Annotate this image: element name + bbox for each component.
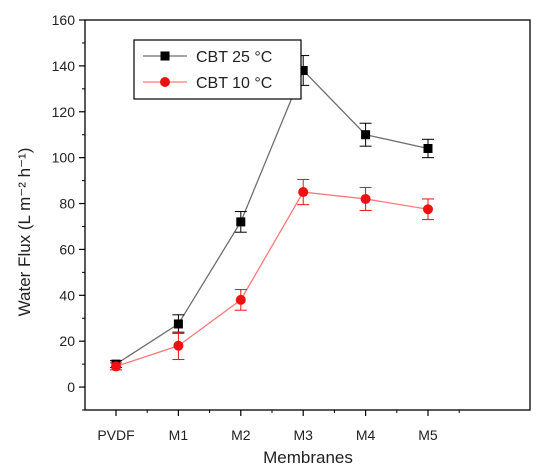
x-tick-label: M2 xyxy=(231,427,251,443)
legend: CBT 25 °C CBT 10 °C xyxy=(133,39,302,100)
y-tick-label: 160 xyxy=(52,12,76,28)
y-axis: 0 20 40 60 80 100 120 140 160 xyxy=(52,12,85,411)
y-tick-label: 100 xyxy=(52,150,76,166)
data-point xyxy=(298,65,308,75)
data-point xyxy=(235,294,246,305)
series-1 xyxy=(110,55,434,369)
data-point xyxy=(423,204,433,215)
series-line xyxy=(115,191,429,368)
y-tick-label: 60 xyxy=(59,241,75,257)
legend-marker xyxy=(160,51,170,61)
plot-frame xyxy=(84,19,531,411)
plot-border xyxy=(84,19,531,411)
y-tick-label: 20 xyxy=(59,333,75,349)
y-tick-label: 140 xyxy=(52,58,76,74)
x-tick-label: M1 xyxy=(169,427,189,443)
legend-label: CBT 10 °C xyxy=(196,75,272,92)
legend-marker xyxy=(160,77,170,87)
x-axis: PVDF M1 M2 M3 M4 M5 xyxy=(97,410,460,443)
data-point xyxy=(298,187,309,198)
y-tick-label: 120 xyxy=(52,104,76,120)
x-tick-label: M3 xyxy=(293,427,313,443)
y-axis-title: Water Flux (L m⁻² h⁻¹) xyxy=(15,148,34,317)
y-tick-label: 80 xyxy=(59,196,75,212)
x-tick-label: M4 xyxy=(356,427,376,443)
data-point xyxy=(111,361,121,372)
data-point xyxy=(423,143,433,153)
x-axis-title: Membranes xyxy=(263,448,353,467)
y-tick-label: 40 xyxy=(59,287,75,303)
x-tick-label: PVDF xyxy=(97,427,134,443)
x-tick-label: M5 xyxy=(418,427,438,443)
data-point xyxy=(173,319,183,329)
data-point xyxy=(360,193,371,204)
y-tick-label: 0 xyxy=(67,379,75,395)
legend-box xyxy=(133,39,302,100)
series-line xyxy=(115,69,429,365)
data-point xyxy=(361,130,371,140)
series-2 xyxy=(110,178,434,372)
data-point xyxy=(173,340,184,351)
series-layer xyxy=(110,55,434,372)
legend-label: CBT 25 °C xyxy=(196,49,272,66)
data-point xyxy=(236,217,246,227)
